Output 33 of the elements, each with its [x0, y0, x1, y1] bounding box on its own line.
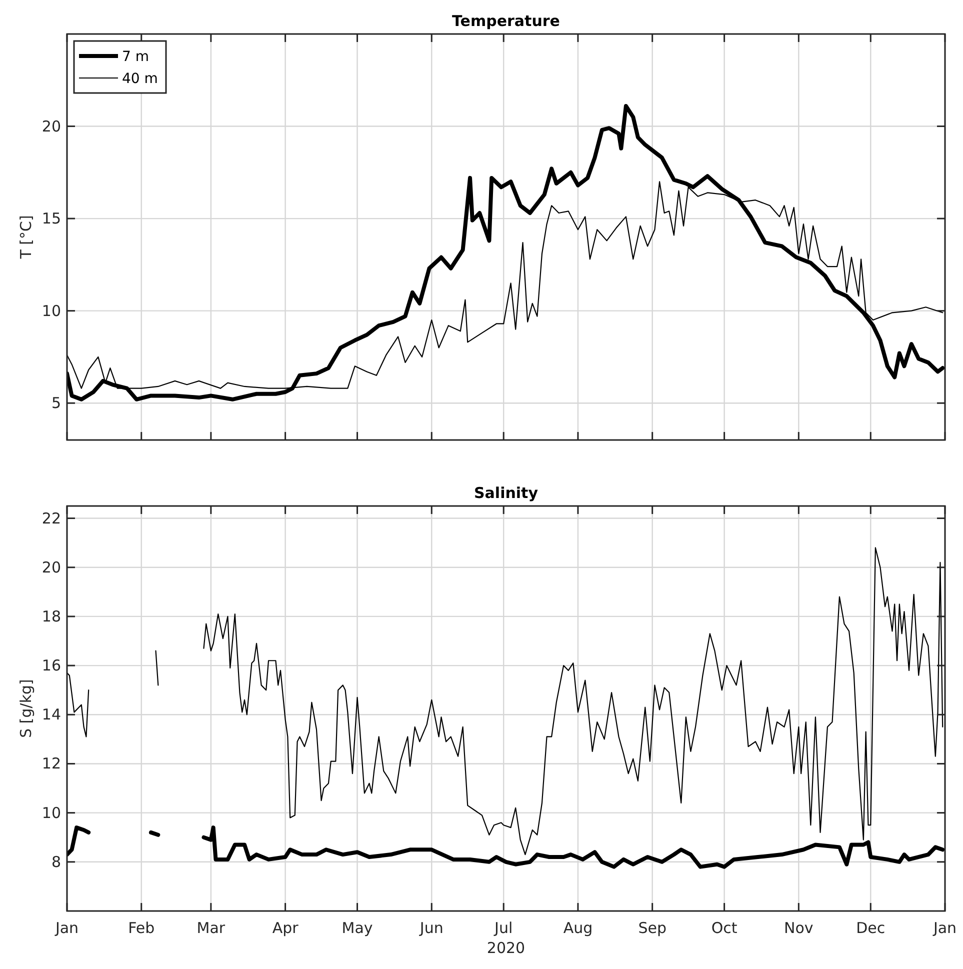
y-tick-label: 14: [42, 706, 61, 724]
x-tick-label: Oct: [711, 919, 738, 937]
x-tick-label: Jan: [932, 919, 957, 937]
x-axis-title: 2020: [486, 939, 526, 957]
legend-label: 7 m: [122, 49, 149, 65]
y-tick-label: 16: [42, 656, 61, 675]
chart-title: Temperature: [452, 12, 560, 30]
x-tick-label: Dec: [856, 919, 886, 937]
y-axis-title: S [g/kg]: [17, 679, 35, 738]
x-tick-label: Apr: [272, 919, 300, 937]
y-tick-label: 5: [51, 394, 61, 412]
y-tick-label: 15: [42, 210, 61, 228]
x-tick-label: Jul: [494, 919, 513, 937]
x-tick-label: May: [342, 919, 373, 937]
x-tick-label: Aug: [563, 919, 593, 937]
y-axis-title: T [°C]: [17, 215, 35, 260]
y-tick-label: 10: [42, 302, 61, 320]
legend-label: 40 m: [122, 71, 158, 87]
y-tick-label: 12: [42, 754, 61, 773]
y-tick-label: 10: [42, 804, 61, 822]
y-tick-label: 8: [51, 852, 61, 871]
x-tick-label: Feb: [128, 919, 155, 937]
x-tick-label: Nov: [784, 919, 814, 937]
x-tick-label: Jan: [54, 919, 79, 937]
x-tick-label: Sep: [638, 919, 666, 937]
y-tick-label: 20: [42, 558, 61, 576]
x-tick-label: Mar: [196, 919, 226, 937]
line-series: [67, 104, 945, 402]
x-tick-label: Jun: [418, 919, 444, 937]
y-tick-label: 20: [42, 117, 61, 136]
y-tick-label: 18: [42, 607, 61, 626]
y-tick-label: 22: [42, 509, 61, 528]
chart-title: Salinity: [474, 484, 538, 502]
